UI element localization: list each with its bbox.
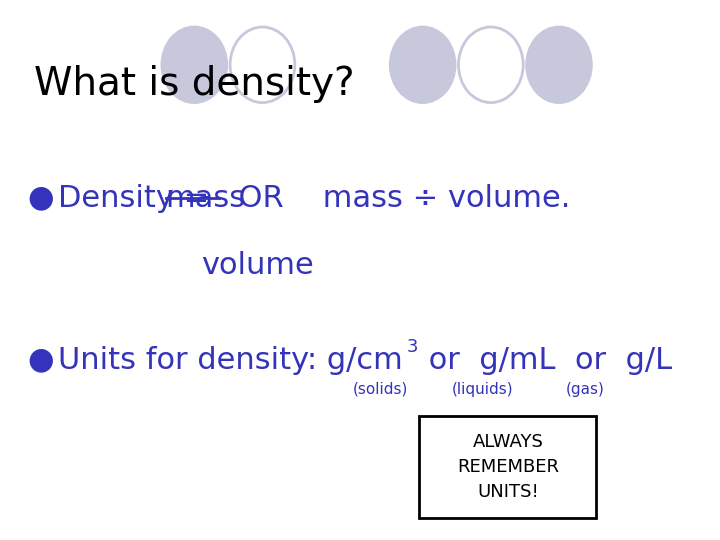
Text: ALWAYS
REMEMBER
UNITS!: ALWAYS REMEMBER UNITS! — [457, 433, 559, 501]
Text: or  g/mL  or  g/L: or g/mL or g/L — [419, 346, 672, 375]
FancyBboxPatch shape — [419, 416, 596, 518]
Text: (solids): (solids) — [353, 382, 408, 397]
Text: ●: ● — [27, 346, 54, 375]
Text: OR    mass ÷ volume.: OR mass ÷ volume. — [219, 184, 570, 213]
Text: (gas): (gas) — [566, 382, 605, 397]
Text: volume: volume — [201, 251, 314, 280]
Ellipse shape — [162, 27, 227, 103]
Text: ●: ● — [27, 184, 54, 213]
Ellipse shape — [230, 27, 294, 103]
Text: What is density?: What is density? — [34, 65, 355, 103]
Text: (liquids): (liquids) — [452, 382, 513, 397]
Text: Units for density: g/cm: Units for density: g/cm — [58, 346, 402, 375]
Ellipse shape — [459, 27, 523, 103]
Text: 3: 3 — [407, 338, 418, 355]
Text: mass: mass — [166, 184, 246, 213]
Ellipse shape — [526, 27, 591, 103]
Text: Density =: Density = — [58, 184, 219, 213]
Ellipse shape — [390, 27, 455, 103]
